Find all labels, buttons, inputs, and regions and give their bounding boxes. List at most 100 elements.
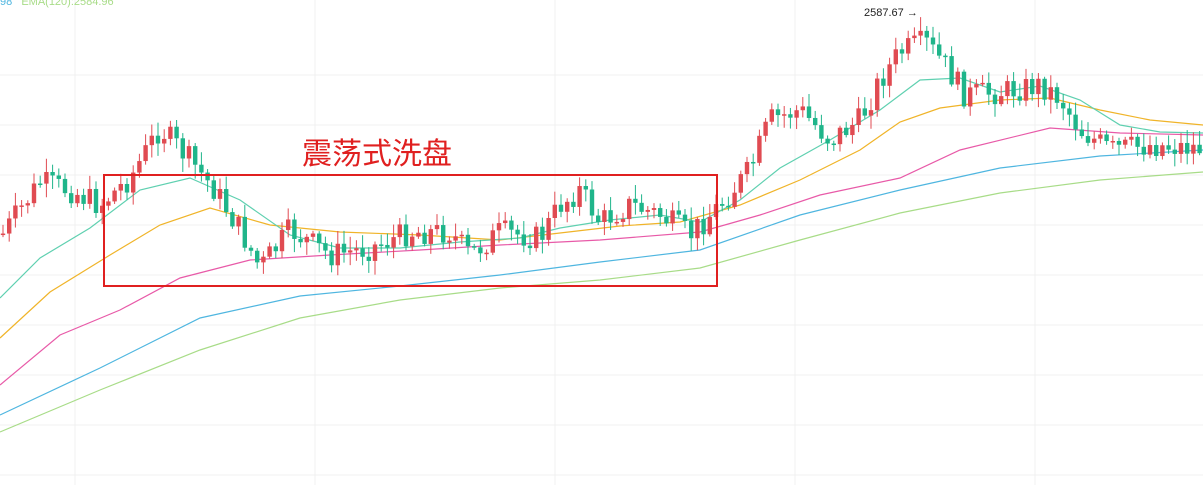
candle-body-99 (614, 221, 619, 224)
candle-body-5 (31, 183, 37, 204)
candle-body-87 (540, 226, 545, 240)
annotation-text: 震荡式洗盘 (302, 137, 452, 172)
candle-body-94 (583, 186, 588, 190)
candle-body-45 (279, 229, 285, 252)
candle-body-48 (298, 238, 303, 243)
candle-body-151 (937, 44, 942, 56)
candle-body-18 (112, 190, 117, 202)
candle-body-84 (521, 234, 526, 246)
candle-body-124 (769, 109, 774, 122)
candle-body-71 (441, 225, 446, 243)
legend-ema120: EMA(120):2584.96 (21, 0, 114, 8)
candle-body-34 (211, 180, 216, 199)
candle-body-85 (527, 245, 533, 249)
candle-body-118 (732, 192, 737, 207)
candle-body-149 (924, 30, 929, 38)
legend-partial-value: 98 (0, 0, 13, 8)
candle-body-145 (899, 49, 905, 54)
candle-body-66 (410, 236, 415, 247)
candle-body-129 (800, 106, 805, 111)
candle-body-139 (862, 108, 867, 116)
candle-body-133 (825, 138, 830, 144)
candle-body-62 (385, 244, 390, 248)
candle-body-173 (1073, 114, 1078, 130)
candle-body-46 (286, 219, 291, 230)
candle-body-180 (1116, 141, 1122, 145)
candle-body-91 (565, 201, 570, 212)
candle-body-96 (596, 215, 601, 222)
candle-body-11 (69, 193, 74, 204)
candle-body-111 (689, 220, 694, 239)
candle-body-19 (118, 183, 123, 191)
candle-body-175 (1085, 136, 1091, 143)
candle-body-83 (515, 229, 520, 235)
candle-body-159 (986, 82, 991, 95)
candle-body-185 (1147, 145, 1153, 155)
candle-body-157 (974, 84, 979, 88)
candle-body-109 (676, 210, 681, 215)
candle-body-152 (943, 55, 948, 58)
candle-body-92 (571, 201, 576, 207)
candle-body-32 (199, 164, 204, 173)
candle-body-39 (242, 216, 247, 248)
candle-body-44 (273, 246, 278, 252)
candle-body-65 (403, 224, 409, 247)
candle-body-148 (918, 30, 923, 36)
candle-body-75 (465, 234, 471, 247)
candle-body-64 (397, 224, 402, 238)
candle-body-104 (645, 209, 650, 212)
candle-body-4 (25, 203, 30, 206)
candle-body-37 (230, 212, 235, 227)
candle-body-108 (670, 210, 675, 224)
candle-body-53 (329, 250, 334, 266)
candle-body-68 (422, 232, 427, 244)
candle-body-192 (1191, 144, 1196, 154)
candle-body-156 (968, 87, 973, 107)
candle-body-100 (620, 219, 626, 222)
candle-body-61 (379, 244, 384, 246)
candle-body-57 (354, 248, 359, 251)
candle-body-154 (955, 71, 960, 85)
candle-body-189 (1172, 149, 1177, 154)
candle-body-161 (999, 96, 1004, 105)
candle-body-135 (837, 127, 843, 145)
candle-body-58 (360, 248, 365, 257)
candle-body-33 (205, 172, 210, 181)
candle-body-144 (893, 49, 898, 65)
candle-body-40 (248, 247, 254, 251)
candle-body-177 (1098, 134, 1103, 139)
candle-body-112 (695, 218, 700, 239)
candle-body-17 (106, 201, 111, 206)
candle-body-106 (658, 208, 663, 217)
candle-body-35 (217, 189, 223, 199)
candle-body-55 (341, 243, 347, 253)
candle-body-23 (143, 145, 148, 162)
candle-body-119 (738, 174, 743, 193)
candle-body-187 (1160, 145, 1165, 157)
candle-body-74 (459, 234, 464, 237)
candle-body-8 (50, 172, 55, 176)
candle-body-10 (62, 178, 68, 194)
candle-body-30 (186, 146, 192, 159)
candle-body-82 (509, 220, 514, 230)
candle-body-163 (1011, 81, 1016, 97)
candle-body-41 (255, 250, 260, 263)
candle-body-172 (1067, 108, 1072, 115)
candle-body-76 (472, 246, 477, 248)
candle-body-169 (1048, 87, 1053, 100)
candle-body-98 (608, 210, 613, 223)
candle-body-0 (0, 233, 6, 236)
candle-body-188 (1166, 145, 1171, 150)
candle-body-125 (775, 109, 781, 116)
candle-body-14 (87, 188, 92, 204)
candle-body-116 (720, 204, 725, 206)
candle-body-59 (366, 256, 371, 261)
candle-body-166 (1030, 79, 1035, 95)
candle-body-43 (267, 246, 272, 257)
candle-body-6 (38, 183, 43, 186)
candle-body-16 (100, 205, 105, 213)
candle-body-51 (317, 233, 322, 244)
candle-body-72 (447, 240, 452, 243)
candle-body-183 (1135, 136, 1140, 147)
candle-body-9 (56, 175, 61, 179)
